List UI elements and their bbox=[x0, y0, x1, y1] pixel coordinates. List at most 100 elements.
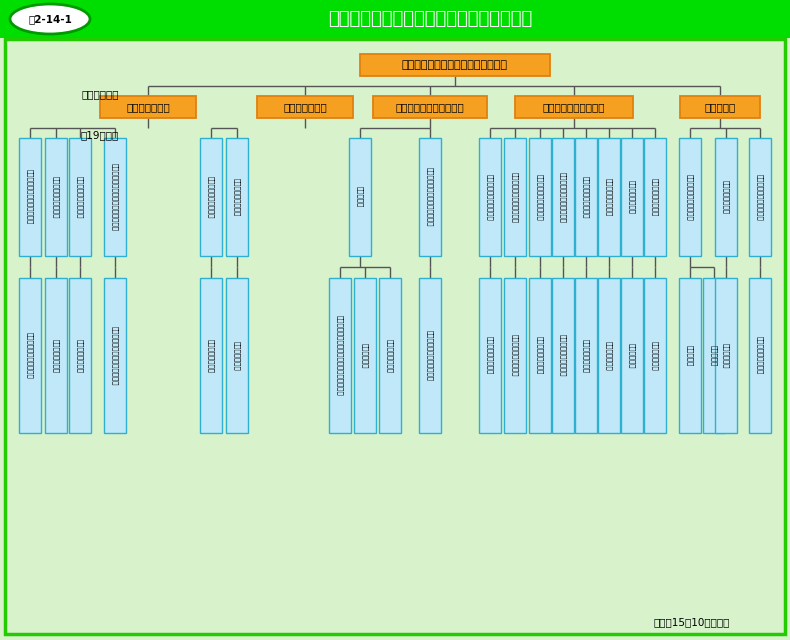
FancyBboxPatch shape bbox=[621, 278, 643, 433]
Text: 日本私立学校振興・共済事業団: 日本私立学校振興・共済事業団 bbox=[111, 326, 118, 385]
Text: 宇宙航空研究開発機構: 宇宙航空研究開発機構 bbox=[559, 334, 566, 377]
FancyBboxPatch shape bbox=[679, 278, 701, 433]
FancyBboxPatch shape bbox=[680, 96, 760, 118]
Text: 文部科学省独立行政法人評価委員会: 文部科学省独立行政法人評価委員会 bbox=[402, 60, 508, 70]
Text: 日本芸術文化振興会: 日本芸術文化振興会 bbox=[757, 337, 763, 374]
Text: 青少年部会: 青少年部会 bbox=[357, 186, 363, 207]
Text: 防災科学技術研究所: 防災科学技術研究所 bbox=[536, 337, 544, 374]
FancyBboxPatch shape bbox=[479, 278, 501, 433]
Text: （平成15年10月現在）: （平成15年10月現在） bbox=[653, 617, 730, 627]
Text: 日本スポーツ振興センター: 日本スポーツ振興センター bbox=[427, 330, 433, 381]
FancyBboxPatch shape bbox=[104, 278, 126, 433]
FancyBboxPatch shape bbox=[552, 278, 574, 433]
FancyBboxPatch shape bbox=[373, 96, 487, 118]
FancyBboxPatch shape bbox=[104, 138, 126, 256]
FancyBboxPatch shape bbox=[703, 278, 725, 433]
Text: （５分科会）: （５分科会） bbox=[81, 89, 118, 99]
FancyBboxPatch shape bbox=[598, 138, 620, 256]
Text: 国立特殊教育総合研究所部会: 国立特殊教育総合研究所部会 bbox=[27, 170, 33, 225]
Text: 学校教育分科会: 学校教育分科会 bbox=[126, 102, 170, 112]
Text: 国立特殊教育総合研究所: 国立特殊教育総合研究所 bbox=[27, 332, 33, 379]
FancyBboxPatch shape bbox=[226, 278, 248, 433]
Text: 理化学研究所部会: 理化学研究所部会 bbox=[629, 180, 635, 214]
Text: 日本学術振興会部会: 日本学術振興会部会 bbox=[606, 178, 612, 216]
Text: 大学入試センター部会: 大学入試センター部会 bbox=[77, 176, 83, 218]
FancyBboxPatch shape bbox=[504, 138, 526, 256]
FancyBboxPatch shape bbox=[715, 138, 737, 256]
FancyBboxPatch shape bbox=[257, 96, 353, 118]
FancyBboxPatch shape bbox=[552, 138, 574, 256]
Text: 国立博物館: 国立博物館 bbox=[711, 345, 717, 366]
FancyBboxPatch shape bbox=[504, 278, 526, 433]
FancyBboxPatch shape bbox=[529, 138, 551, 256]
FancyBboxPatch shape bbox=[354, 278, 376, 433]
FancyBboxPatch shape bbox=[360, 54, 550, 76]
FancyBboxPatch shape bbox=[329, 278, 351, 433]
FancyBboxPatch shape bbox=[100, 96, 196, 118]
Text: 物質・材料研究機構: 物質・材料研究機構 bbox=[487, 337, 493, 374]
Text: 日本スポーツ振興センター部会: 日本スポーツ振興センター部会 bbox=[427, 167, 433, 227]
Text: 科学技術振興機構部会: 科学技術振興機構部会 bbox=[583, 176, 589, 218]
Text: 国立美術館: 国立美術館 bbox=[687, 345, 694, 366]
FancyBboxPatch shape bbox=[575, 138, 597, 256]
FancyBboxPatch shape bbox=[226, 138, 248, 256]
Text: 科学技術振興機構: 科学技術振興機構 bbox=[583, 339, 589, 372]
FancyBboxPatch shape bbox=[69, 278, 91, 433]
Text: 国立女性教育会館: 国立女性教育会館 bbox=[208, 339, 214, 372]
Text: 教員研修センター: 教員研修センター bbox=[53, 339, 59, 372]
Text: 文化財研究所: 文化財研究所 bbox=[723, 343, 729, 368]
Text: 文化財研究所部会: 文化財研究所部会 bbox=[723, 180, 729, 214]
Text: 日本私立学校振興・共済事業団部会: 日本私立学校振興・共済事業団部会 bbox=[111, 163, 118, 231]
Text: 教員研修センター部会: 教員研修センター部会 bbox=[53, 176, 59, 218]
Text: 宇宙航空研究開発機構部会: 宇宙航空研究開発機構部会 bbox=[559, 172, 566, 223]
Text: 理化学研究所: 理化学研究所 bbox=[629, 343, 635, 368]
FancyBboxPatch shape bbox=[19, 278, 41, 433]
Text: 文部科学省独立行政法人評価委員会体制図: 文部科学省独立行政法人評価委員会体制図 bbox=[328, 10, 532, 28]
Text: 国立美術館・博物館部会: 国立美術館・博物館部会 bbox=[687, 173, 694, 220]
FancyBboxPatch shape bbox=[200, 278, 222, 433]
Text: 日本芸術文化振興会部会: 日本芸術文化振興会部会 bbox=[757, 173, 763, 220]
FancyBboxPatch shape bbox=[200, 138, 222, 256]
Text: スポーツ・青少年分科会: スポーツ・青少年分科会 bbox=[396, 102, 465, 112]
Text: 防災科学技術研究所部会: 防災科学技術研究所部会 bbox=[536, 173, 544, 220]
FancyBboxPatch shape bbox=[479, 138, 501, 256]
FancyBboxPatch shape bbox=[749, 278, 771, 433]
FancyBboxPatch shape bbox=[69, 138, 91, 256]
Text: 放射線医学総合研究所: 放射線医学総合研究所 bbox=[512, 334, 518, 377]
FancyBboxPatch shape bbox=[515, 96, 633, 118]
Text: 国立オリンピック記念青少年総合センター: 国立オリンピック記念青少年総合センター bbox=[337, 315, 344, 396]
Text: 日本学術振興会: 日本学術振興会 bbox=[606, 340, 612, 371]
FancyBboxPatch shape bbox=[379, 278, 401, 433]
FancyBboxPatch shape bbox=[715, 278, 737, 433]
Ellipse shape bbox=[10, 4, 90, 34]
FancyBboxPatch shape bbox=[45, 278, 67, 433]
Text: 国立国語研究所部会: 国立国語研究所部会 bbox=[652, 178, 658, 216]
Text: （19部会）: （19部会） bbox=[81, 130, 119, 140]
FancyBboxPatch shape bbox=[529, 278, 551, 433]
FancyBboxPatch shape bbox=[644, 278, 666, 433]
Text: 文化分科会: 文化分科会 bbox=[705, 102, 735, 112]
Text: 国立国語研究所: 国立国語研究所 bbox=[652, 340, 658, 371]
FancyBboxPatch shape bbox=[598, 278, 620, 433]
Text: 国立科学博物館部会: 国立科学博物館部会 bbox=[234, 178, 240, 216]
FancyBboxPatch shape bbox=[679, 138, 701, 256]
Text: 国立少年自然の家: 国立少年自然の家 bbox=[386, 339, 393, 372]
Text: 放射線医学総合研究所部会: 放射線医学総合研究所部会 bbox=[512, 172, 518, 223]
FancyBboxPatch shape bbox=[0, 0, 790, 38]
FancyBboxPatch shape bbox=[575, 278, 597, 433]
FancyBboxPatch shape bbox=[419, 138, 441, 256]
Text: 国立女性教育会館部会: 国立女性教育会館部会 bbox=[208, 176, 214, 218]
FancyBboxPatch shape bbox=[644, 138, 666, 256]
Text: 国立科学博物館: 国立科学博物館 bbox=[234, 340, 240, 371]
FancyBboxPatch shape bbox=[45, 138, 67, 256]
FancyBboxPatch shape bbox=[621, 138, 643, 256]
FancyBboxPatch shape bbox=[749, 138, 771, 256]
FancyBboxPatch shape bbox=[349, 138, 371, 256]
Text: 図2-14-1: 図2-14-1 bbox=[28, 14, 72, 24]
Text: 国立青年の家: 国立青年の家 bbox=[362, 343, 368, 368]
FancyBboxPatch shape bbox=[419, 278, 441, 433]
FancyBboxPatch shape bbox=[19, 138, 41, 256]
Text: 社会教育分科会: 社会教育分科会 bbox=[283, 102, 327, 112]
Text: 物質・材料研究機構部会: 物質・材料研究機構部会 bbox=[487, 173, 493, 220]
Text: 科学技術・学術分科会: 科学技術・学術分科会 bbox=[543, 102, 605, 112]
